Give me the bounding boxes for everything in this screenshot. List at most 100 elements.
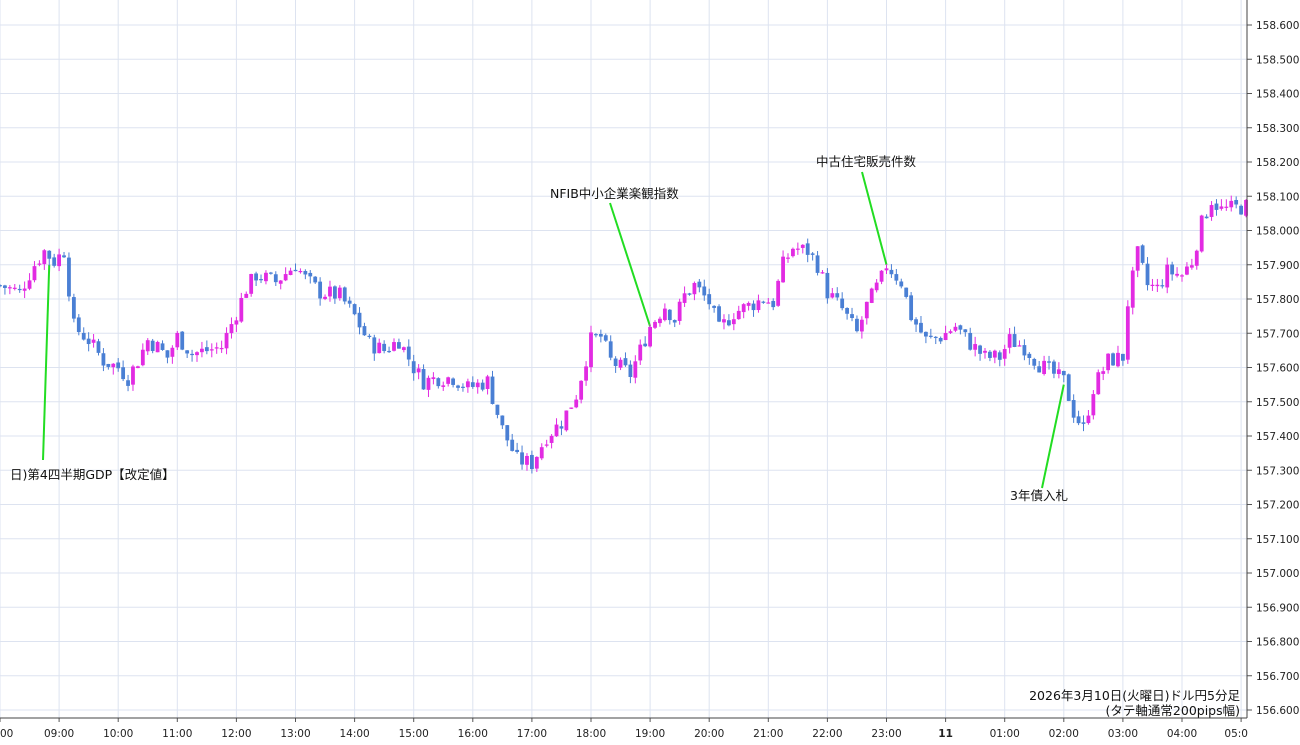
candle-body [337, 287, 342, 299]
candle-body [515, 449, 520, 452]
candle-body [884, 268, 889, 271]
candle-body [525, 455, 529, 465]
grid-lines [0, 0, 1247, 718]
candle-body [283, 274, 288, 281]
candle-body [1086, 415, 1091, 424]
candle-body [456, 385, 460, 388]
y-tick-label: 156.600 [1256, 705, 1299, 717]
candle-body [751, 303, 756, 311]
candle-body [505, 425, 510, 441]
candle-body [160, 343, 165, 350]
candle-body [569, 407, 574, 409]
candle-body [776, 280, 781, 306]
candle-body [928, 335, 933, 337]
candle-body [648, 326, 652, 347]
y-tick-label: 158.000 [1256, 226, 1299, 238]
candle-body [111, 363, 116, 368]
candle-body [530, 454, 534, 470]
candle-body [0, 285, 2, 287]
candle-body [855, 318, 859, 332]
candle-body [1116, 352, 1120, 367]
candle-body [116, 362, 121, 369]
candle-body [411, 361, 416, 374]
candle-body [781, 256, 785, 283]
x-tick-label: 01:00 [990, 728, 1020, 740]
candle-body [603, 335, 608, 341]
candle-body [382, 343, 387, 352]
candle-body [707, 294, 712, 305]
candle-body [662, 308, 667, 321]
candle-body [76, 317, 81, 333]
caption-line-1: 2026年3月10日(火曜日)ドル円5分足 [1029, 688, 1240, 703]
candle-body [534, 456, 539, 469]
candle-body [1140, 245, 1145, 263]
annotation-label: 日)第4四半期GDP【改定値】 [10, 467, 175, 482]
candle-body [628, 364, 633, 377]
candle-body [347, 300, 352, 304]
candle-body [1052, 361, 1056, 374]
candle-body [239, 297, 244, 322]
candle-body [190, 353, 194, 356]
candle-body [825, 272, 830, 299]
candle-body [204, 347, 209, 352]
candle-body [436, 378, 441, 387]
candle-body [805, 243, 810, 255]
candle-body [357, 312, 362, 328]
candle-body [421, 369, 426, 390]
y-tick-label: 158.600 [1256, 20, 1299, 32]
caption-line-2: (タテ軸通常200pips幅) [1106, 703, 1240, 718]
candle-body [682, 293, 687, 303]
candle-body [791, 248, 795, 257]
candle-body [992, 350, 997, 358]
candle-body [52, 257, 57, 266]
candle-body [889, 269, 894, 275]
candle-body [155, 341, 160, 353]
candle-body [451, 378, 455, 385]
candle-body [958, 325, 963, 330]
candle-body [126, 380, 130, 386]
candle-body [692, 282, 697, 295]
candle-body [17, 288, 22, 291]
x-tick-label: 14:00 [339, 728, 369, 740]
y-tick-label: 158.400 [1256, 89, 1299, 101]
x-tick-label: 03:00 [1108, 728, 1138, 740]
candle-body [741, 304, 746, 313]
candle-body [879, 270, 884, 282]
candle-body [461, 386, 465, 388]
candle-body [480, 382, 485, 390]
candle-body [653, 321, 657, 328]
y-tick-label: 158.500 [1256, 54, 1299, 66]
candle-body [401, 347, 406, 351]
candle-body [1155, 284, 1160, 287]
candle-body [1037, 366, 1042, 373]
candle-body [677, 301, 682, 321]
candle-body [1165, 264, 1170, 288]
candle-body [589, 332, 593, 368]
candle-body [584, 366, 588, 381]
candle-body [3, 285, 7, 288]
x-tick-label: 13:00 [280, 728, 310, 740]
x-tick-label: 10:00 [103, 728, 133, 740]
candle-body [131, 366, 135, 385]
candle-body [722, 319, 726, 323]
candle-body [57, 254, 61, 267]
candle-body [121, 367, 126, 380]
candle-body [835, 293, 840, 298]
candle-body [195, 352, 199, 356]
candle-body [727, 320, 731, 326]
candle-body [1002, 349, 1007, 359]
candle-body [352, 304, 357, 315]
candle-body [12, 287, 17, 289]
candle-body [397, 342, 401, 349]
x-tick-label: 17:00 [517, 728, 547, 740]
candle-body [406, 346, 411, 360]
candle-body [672, 320, 677, 323]
candle-body [948, 331, 953, 333]
candle-body [559, 426, 564, 429]
candle-body [756, 300, 761, 311]
candle-body [815, 255, 820, 273]
candle-body [318, 281, 323, 299]
candle-body [771, 300, 776, 308]
candle-body [943, 333, 948, 341]
